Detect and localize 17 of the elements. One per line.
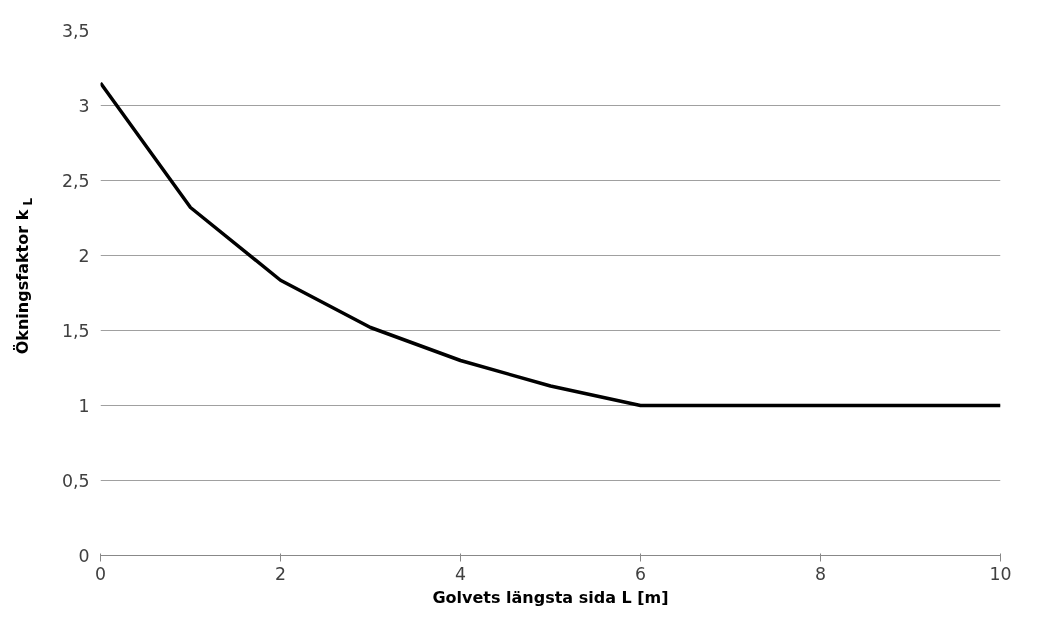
x-axis-title: Golvets längsta sida L [m] [432,587,669,607]
y-tick-label: 2 [78,246,90,266]
y-tick-label: 0 [78,546,90,566]
x-tick-label: 6 [634,563,647,584]
x-tick-label: 0 [94,563,107,584]
y-tick-label: 1,5 [61,321,90,341]
y-tick-label: 3 [78,96,90,116]
line-series [100,81,1001,408]
x-tick-label: 2 [274,563,287,584]
y-tick-label: 3,5 [61,21,90,41]
y-tick-label: 0,5 [61,471,90,491]
y-tick-label: 1 [78,396,90,416]
x-tick-label: 8 [814,563,827,584]
y-tick-label: 2,5 [61,171,90,191]
x-tick-label: 10 [989,563,1012,584]
x-tick-label: 4 [454,563,467,584]
y-axis-title: Ökningsfaktor kL [13,197,35,355]
